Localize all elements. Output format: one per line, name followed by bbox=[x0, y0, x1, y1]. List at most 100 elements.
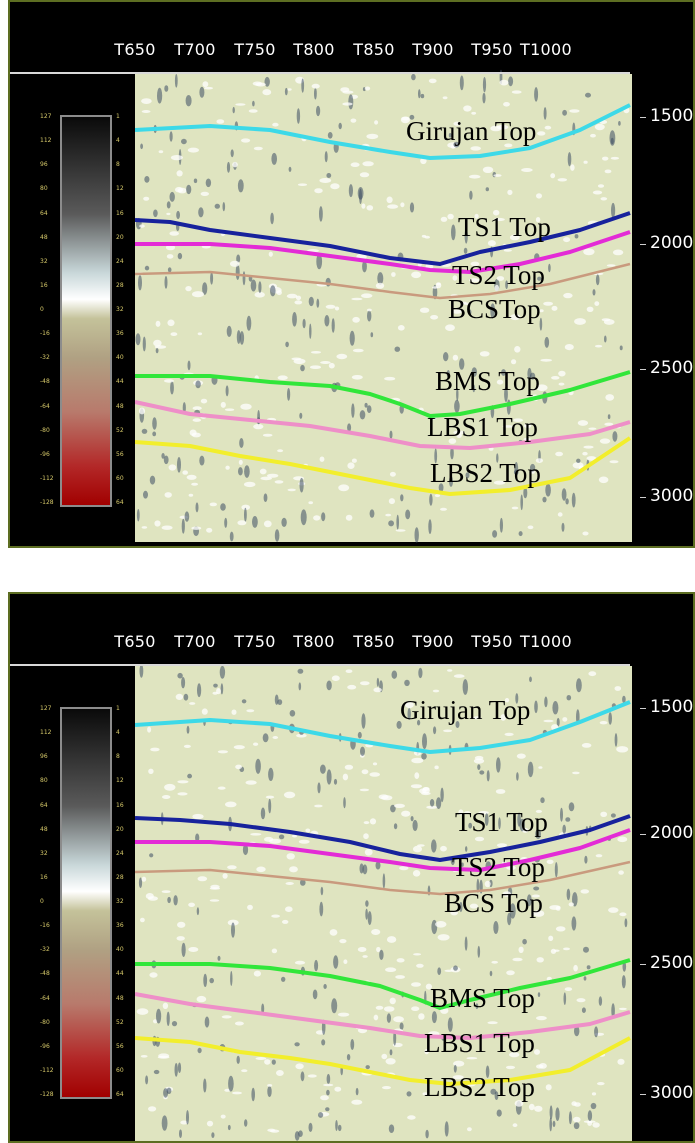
seismic-peak bbox=[345, 669, 353, 673]
seismic-peak bbox=[362, 161, 374, 167]
seismic-trough bbox=[326, 769, 332, 785]
seismic-peak bbox=[192, 418, 201, 422]
seismic-peak bbox=[447, 213, 454, 220]
seismic-peak bbox=[511, 90, 522, 94]
scale-tick-label: 56 bbox=[116, 450, 124, 458]
seismic-peak bbox=[350, 162, 360, 167]
seismic-peak bbox=[597, 1082, 605, 1086]
seismic-trough bbox=[167, 267, 172, 273]
depth-label: 1500 bbox=[650, 106, 694, 126]
seismic-peak bbox=[599, 438, 611, 444]
seismic-peak bbox=[574, 318, 586, 325]
seismic-trough bbox=[186, 725, 190, 734]
seismic-trough bbox=[183, 693, 189, 701]
seismic-peak bbox=[573, 1116, 581, 1123]
seismic-trough bbox=[136, 509, 140, 522]
seismic-trough bbox=[325, 1107, 330, 1112]
seismic-peak bbox=[147, 896, 158, 901]
seismic-trough bbox=[335, 1120, 338, 1131]
seismic-peak bbox=[598, 476, 609, 484]
seismic-peak bbox=[170, 332, 178, 336]
seismic-trough bbox=[549, 1117, 552, 1132]
seismic-trough bbox=[518, 531, 523, 537]
scale-tick-label: 44 bbox=[116, 970, 124, 978]
seismic-trough bbox=[333, 955, 339, 969]
seismic-peak bbox=[351, 297, 363, 301]
seismic-trough bbox=[139, 664, 144, 678]
seismic-peak bbox=[407, 1115, 416, 1120]
seismic-trough bbox=[379, 949, 384, 960]
seismic-trough bbox=[592, 289, 596, 296]
seismic-trough bbox=[624, 918, 628, 928]
seismic-peak bbox=[448, 438, 457, 444]
horizon-label-girujan: Girujan Top bbox=[406, 116, 537, 146]
seismic-trough bbox=[331, 318, 335, 333]
seismic-trough bbox=[571, 916, 577, 931]
seismic-peak bbox=[165, 244, 176, 251]
seismic-peak bbox=[535, 217, 541, 223]
seismic-peak bbox=[600, 811, 608, 817]
seismic-peak bbox=[241, 138, 251, 143]
seismic-trough bbox=[576, 678, 582, 693]
seismic-trough bbox=[181, 138, 187, 145]
seismic-trough bbox=[177, 1062, 182, 1074]
seismic-peak bbox=[220, 1114, 226, 1119]
seismic-trough bbox=[376, 677, 380, 687]
seismic-peak bbox=[499, 79, 509, 86]
depth-tick bbox=[640, 964, 646, 965]
seismic-peak bbox=[329, 929, 338, 936]
seismic-trough bbox=[169, 131, 173, 142]
seismic-peak bbox=[460, 301, 467, 305]
seismic-peak bbox=[444, 969, 454, 972]
seismic-trough bbox=[268, 767, 274, 781]
seismic-peak bbox=[563, 237, 571, 243]
seismic-trough bbox=[268, 798, 272, 814]
seismic-trough bbox=[576, 458, 581, 463]
seismic-peak bbox=[518, 946, 524, 953]
seismic-peak bbox=[397, 325, 405, 331]
seismic-peak bbox=[231, 709, 237, 715]
seismic-peak bbox=[369, 772, 381, 777]
seismic-peak bbox=[263, 520, 272, 528]
horizon-line-ts2 bbox=[135, 230, 631, 274]
scale-tick-label: 127 bbox=[40, 113, 52, 120]
seismic-peak bbox=[342, 773, 349, 781]
seismic-trough bbox=[195, 380, 201, 389]
seismic-peak bbox=[557, 512, 563, 517]
seismic-trough bbox=[464, 228, 468, 244]
seismic-trough bbox=[187, 773, 193, 779]
seismic-trough bbox=[281, 517, 287, 528]
seismic-trough bbox=[300, 879, 306, 886]
seismic-peak bbox=[232, 1091, 242, 1095]
seismic-peak bbox=[484, 880, 491, 888]
seismic-trough bbox=[583, 946, 589, 953]
seismic-peak bbox=[177, 780, 189, 784]
seismic-peak bbox=[271, 948, 278, 954]
seismic-trough bbox=[244, 465, 250, 478]
horizon-label-lbs2: LBS2 Top bbox=[430, 458, 541, 488]
seismic-peak bbox=[310, 351, 322, 354]
seismic-trough bbox=[543, 107, 547, 120]
seismic-peak bbox=[232, 161, 238, 168]
seismic-trough bbox=[157, 87, 163, 104]
seismic-trough bbox=[285, 341, 289, 348]
scale-tick-label: -16 bbox=[40, 922, 50, 930]
seismic-peak bbox=[583, 1120, 596, 1123]
seismic-peak bbox=[367, 308, 372, 312]
seismic-trough bbox=[552, 1120, 556, 1127]
seismic-trough bbox=[388, 1124, 395, 1133]
seismic-trough bbox=[498, 817, 501, 830]
seismic-peak bbox=[225, 801, 237, 808]
seismic-peak bbox=[430, 315, 439, 320]
seismic-trough bbox=[152, 417, 157, 430]
seismic-trough bbox=[302, 318, 306, 329]
seismic-trough bbox=[382, 873, 386, 889]
seismic-peak bbox=[282, 919, 289, 924]
scale-tick-label: 24 bbox=[116, 257, 124, 265]
scale-tick-label: 48 bbox=[40, 233, 48, 241]
seismic-peak bbox=[311, 83, 320, 89]
scale-tick-label: 44 bbox=[116, 378, 124, 386]
scale-tick-label: 40 bbox=[116, 354, 124, 362]
seismic-peak bbox=[420, 157, 427, 165]
seismic-peak bbox=[452, 1075, 464, 1080]
